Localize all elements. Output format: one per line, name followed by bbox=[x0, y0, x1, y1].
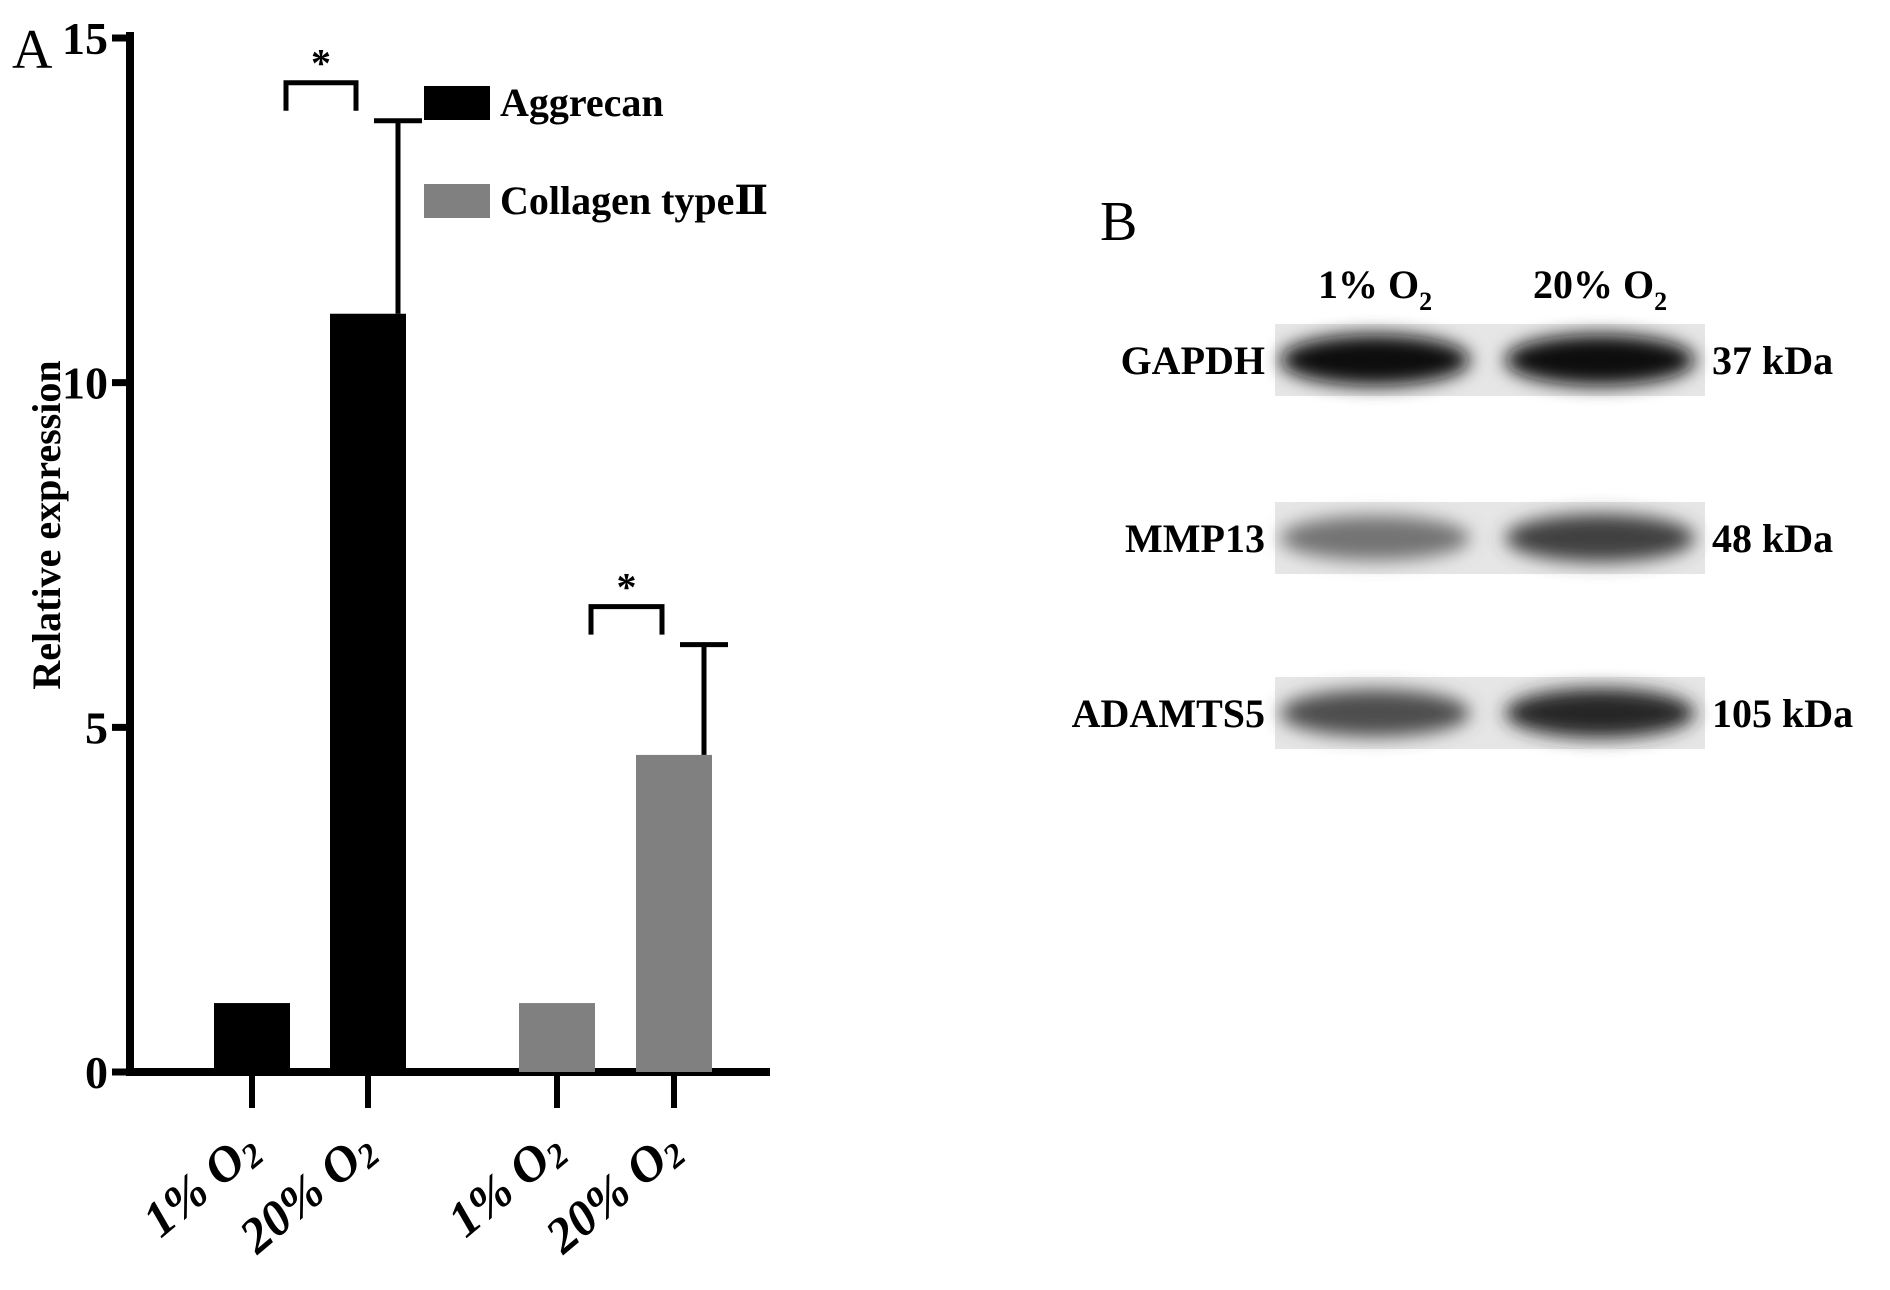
x-category-subscript: 2 bbox=[538, 1136, 576, 1176]
blot-band bbox=[1280, 515, 1470, 561]
y-tick-label: 15 bbox=[62, 13, 108, 64]
legend-swatch bbox=[424, 86, 490, 120]
molecular-weight-label: 105 kDa bbox=[1712, 691, 1853, 736]
legend: Aggrecan Collagen typeⅡ bbox=[424, 80, 768, 223]
protein-label: ADAMTS5 bbox=[1072, 691, 1265, 736]
x-category-label: 20% O2 bbox=[228, 1120, 387, 1267]
significance-bracket bbox=[588, 604, 665, 635]
bar bbox=[214, 1003, 290, 1072]
protein-label: GAPDH bbox=[1121, 338, 1265, 383]
significance-star: * bbox=[311, 41, 331, 86]
blot-band bbox=[1280, 334, 1470, 386]
lane-label-subscript: 2 bbox=[1654, 287, 1667, 316]
x-category-subscript: 2 bbox=[233, 1136, 271, 1176]
y-tick-label: 5 bbox=[85, 702, 108, 753]
blot-row: MMP13 48 kDa bbox=[1125, 502, 1833, 574]
molecular-weight-label: 37 kDa bbox=[1712, 338, 1833, 383]
lane-label: 1% O2 bbox=[1318, 262, 1432, 316]
blot-row: GAPDH 37 kDa bbox=[1121, 324, 1833, 396]
legend-label: Collagen typeⅡ bbox=[500, 178, 768, 223]
y-axis-label-group: Relative expression bbox=[24, 360, 69, 689]
bar bbox=[519, 1003, 595, 1072]
western-blot: 1% O2 20% O2 GAPDH 37 kDa MMP13 48 kDa ADAMTS5… bbox=[1072, 262, 1853, 749]
bar bbox=[636, 754, 712, 1072]
lane-label: 20% O2 bbox=[1533, 262, 1667, 316]
legend-swatch bbox=[424, 184, 490, 218]
blot-row: ADAMTS5 105 kDa bbox=[1072, 677, 1853, 749]
x-category-subscript: 2 bbox=[655, 1136, 693, 1176]
blot-band bbox=[1505, 334, 1695, 386]
panel-b-letter: B bbox=[1100, 191, 1137, 253]
significance-markers: ** bbox=[283, 41, 665, 635]
x-category-label: 20% O2 bbox=[534, 1120, 693, 1267]
bars bbox=[214, 313, 712, 1072]
lane-label-subscript: 2 bbox=[1419, 287, 1432, 316]
significance-bracket bbox=[283, 80, 359, 111]
y-axis-label: Relative expression bbox=[24, 360, 69, 689]
x-category-subscript: 2 bbox=[349, 1136, 387, 1176]
significance-star: * bbox=[617, 565, 637, 610]
bar bbox=[330, 313, 406, 1072]
y-tick-label: 10 bbox=[62, 358, 108, 409]
protein-label: MMP13 bbox=[1125, 516, 1265, 561]
error-bars bbox=[374, 118, 728, 755]
legend-label: Aggrecan bbox=[500, 80, 664, 125]
blot-band bbox=[1280, 689, 1470, 737]
blot-band bbox=[1505, 688, 1695, 738]
y-tick-label: 0 bbox=[85, 1047, 108, 1098]
molecular-weight-label: 48 kDa bbox=[1712, 516, 1833, 561]
blot-band bbox=[1505, 514, 1695, 562]
y-axis-ticks: 0 5 10 15 bbox=[62, 13, 130, 1098]
panel-a-letter: A bbox=[12, 19, 53, 81]
